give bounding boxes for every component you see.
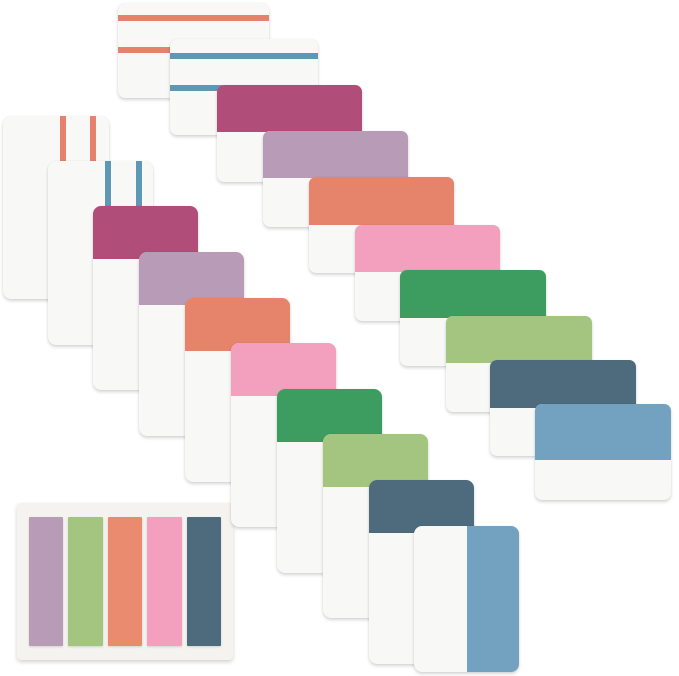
green-tab-color-band <box>400 270 546 318</box>
blue-lined-vertical-tab-stripe-1 <box>105 161 111 225</box>
blue-lined-vertical-tab-stripe-2 <box>136 161 142 225</box>
coral-lined-vertical-tab-stripe-1 <box>60 116 66 180</box>
pink-vertical-tab-color-band <box>231 343 336 396</box>
index-tab-refill-tray[interactable] <box>17 503 233 660</box>
light-green-vertical-tab-color-band <box>323 434 428 487</box>
pink-tab-color-band <box>355 225 500 272</box>
coral-lined-vertical-tab-stripe-2 <box>90 116 96 180</box>
refill-swatch-pink[interactable] <box>147 517 182 646</box>
steel-blue-vertical-tab[interactable] <box>414 526 519 672</box>
blue-lined-tab-stripe-1 <box>170 53 318 59</box>
magenta-tab-color-band <box>217 85 362 132</box>
slate-vertical-tab-color-band <box>369 480 474 533</box>
mauve-vertical-tab-color-band <box>139 252 244 305</box>
mauve-tab-color-band <box>263 131 408 178</box>
refill-tray-swatches <box>29 517 222 646</box>
light-green-tab-color-band <box>446 316 592 363</box>
refill-swatch-green[interactable] <box>68 517 103 646</box>
refill-swatch-mauve[interactable] <box>29 517 64 646</box>
steel-blue-tab-color-band <box>535 404 671 460</box>
magenta-vertical-tab-color-band <box>93 206 198 259</box>
slate-tab-color-band <box>490 360 636 408</box>
coral-tab-color-band <box>309 177 454 225</box>
refill-swatch-coral[interactable] <box>107 517 143 646</box>
refill-swatch-slate[interactable] <box>186 517 222 646</box>
coral-vertical-tab-color-band <box>185 298 290 351</box>
steel-blue-vertical-tab-color-band <box>467 526 519 672</box>
steel-blue-tab[interactable] <box>535 404 671 500</box>
coral-lined-tab-stripe-1 <box>118 15 269 21</box>
green-vertical-tab-color-band <box>277 389 382 442</box>
